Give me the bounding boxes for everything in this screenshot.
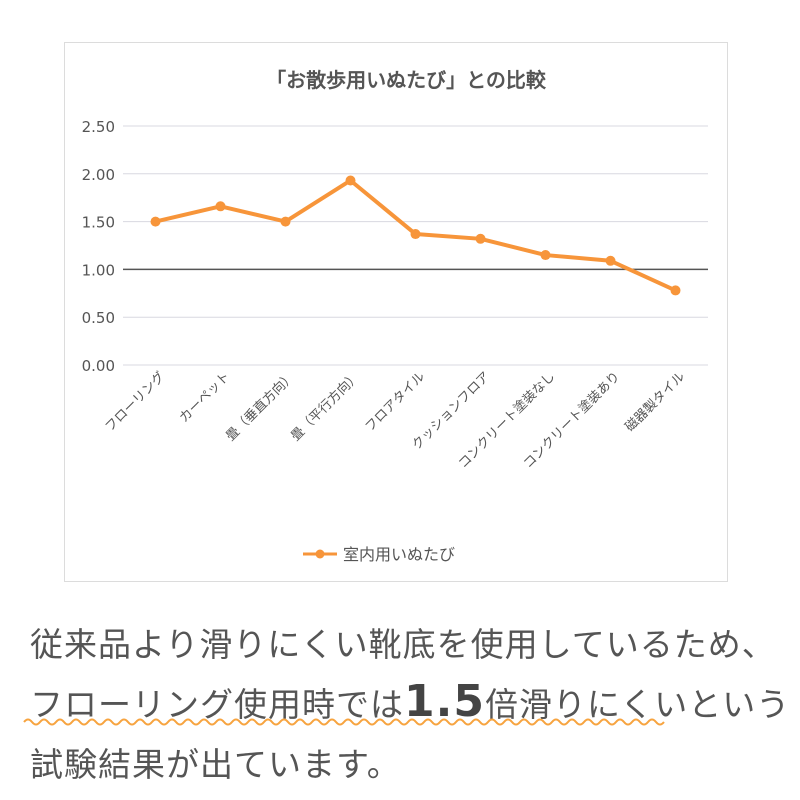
x-tick-label: 畳（垂直方向） [223,369,299,445]
data-point [280,216,291,227]
caption-line-1: 従来品より滑りにくい靴底を使用しているため、 [30,625,776,664]
data-point [410,229,421,240]
caption-line-2-pre: フローリング使用時では [30,685,404,724]
data-point [475,233,486,244]
y-tick-label: 2.50 [82,118,115,136]
y-tick-label: 1.00 [82,261,115,279]
caption-line-2-post: 倍滑りにくいという [484,685,791,724]
data-point [150,216,161,227]
data-point [605,255,616,266]
line-chart: 「お散歩用いぬたび」との比較 0.000.501.001.502.002.50 … [82,68,708,564]
chart-title: 「お散歩用いぬたび」との比較 [266,68,547,92]
y-tick-label: 1.50 [82,214,115,232]
x-tick-label: 磁器製タイル [623,369,689,435]
caption-emphasis: 1.5 [404,676,485,727]
wavy-underline [23,718,665,726]
x-tick-label: カーペット [177,369,234,426]
y-tick-label: 0.50 [82,309,115,327]
caption-line-3: 試験結果が出ています。 [30,745,401,784]
x-tick-label: 畳（平行方向） [288,369,364,445]
x-tick-label: フローリング [103,369,169,435]
data-point [540,250,551,261]
legend-label: 室内用いぬたび [343,545,455,564]
y-tick-label: 2.00 [82,166,115,184]
caption-line-2: フローリング使用時では1.5倍滑りにくいという [30,676,790,727]
data-point [345,175,356,186]
legend: 室内用いぬたび [303,545,455,564]
chart-card: 「お散歩用いぬたび」との比較 0.00 0.50 1.00 1.50 2.00 2.50 … [64,42,728,582]
x-tick-label: フロアタイル [363,369,429,435]
wave-path [23,718,665,726]
data-point [670,285,681,296]
y-tick-label: 0.00 [82,357,115,375]
data-point [215,201,226,212]
